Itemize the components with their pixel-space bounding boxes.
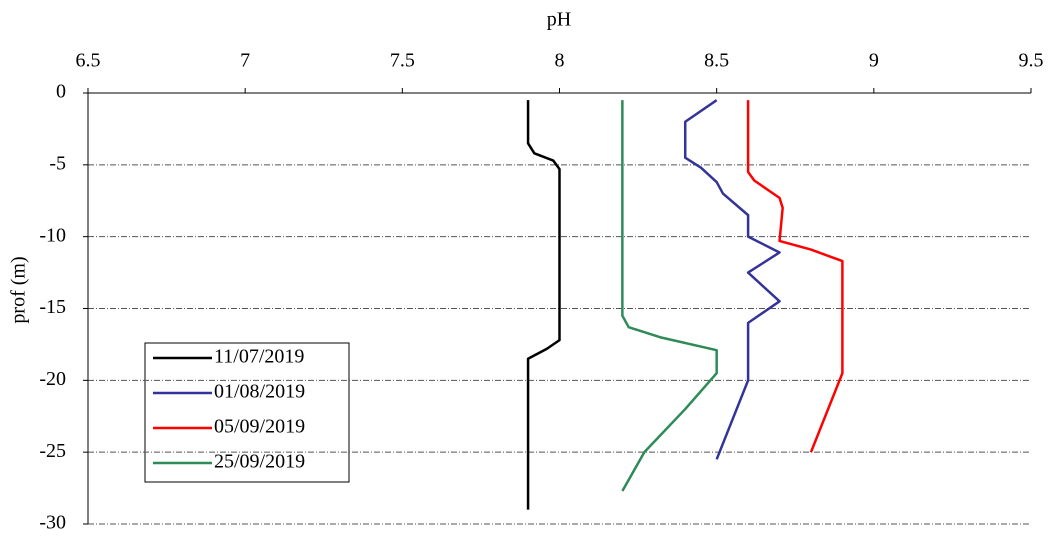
x-tick-label: 7.5 bbox=[390, 50, 415, 72]
y-tick-label: -5 bbox=[49, 152, 66, 174]
x-tick-label: 8 bbox=[555, 50, 565, 72]
x-tick-label: 8.5 bbox=[704, 50, 729, 72]
series-line bbox=[683, 99, 781, 460]
x-tick-label: 9.5 bbox=[1019, 50, 1044, 72]
series-line bbox=[621, 100, 718, 492]
y-tick-label: -20 bbox=[39, 368, 66, 390]
y-tick-label: -10 bbox=[39, 224, 66, 246]
x-tick-label: 7 bbox=[240, 50, 250, 72]
legend-label: 05/09/2019 bbox=[214, 416, 305, 438]
series-line bbox=[746, 100, 844, 453]
legend-box bbox=[144, 342, 350, 483]
x-tick-label: 6.5 bbox=[76, 50, 101, 72]
x-tick-label: 9 bbox=[869, 50, 879, 72]
y-tick-label: -30 bbox=[39, 512, 66, 534]
y-axis-label: prof (m) bbox=[8, 256, 30, 323]
y-tick-label: -25 bbox=[39, 440, 66, 462]
legend-label: 01/08/2019 bbox=[214, 381, 305, 403]
series-line bbox=[526, 100, 561, 510]
x-axis-label: pH bbox=[547, 9, 571, 31]
y-tick-label: -15 bbox=[39, 296, 66, 318]
y-tick-label: 0 bbox=[56, 81, 66, 103]
legend-label: 25/09/2019 bbox=[214, 451, 305, 473]
legend-label: 11/07/2019 bbox=[214, 346, 304, 368]
